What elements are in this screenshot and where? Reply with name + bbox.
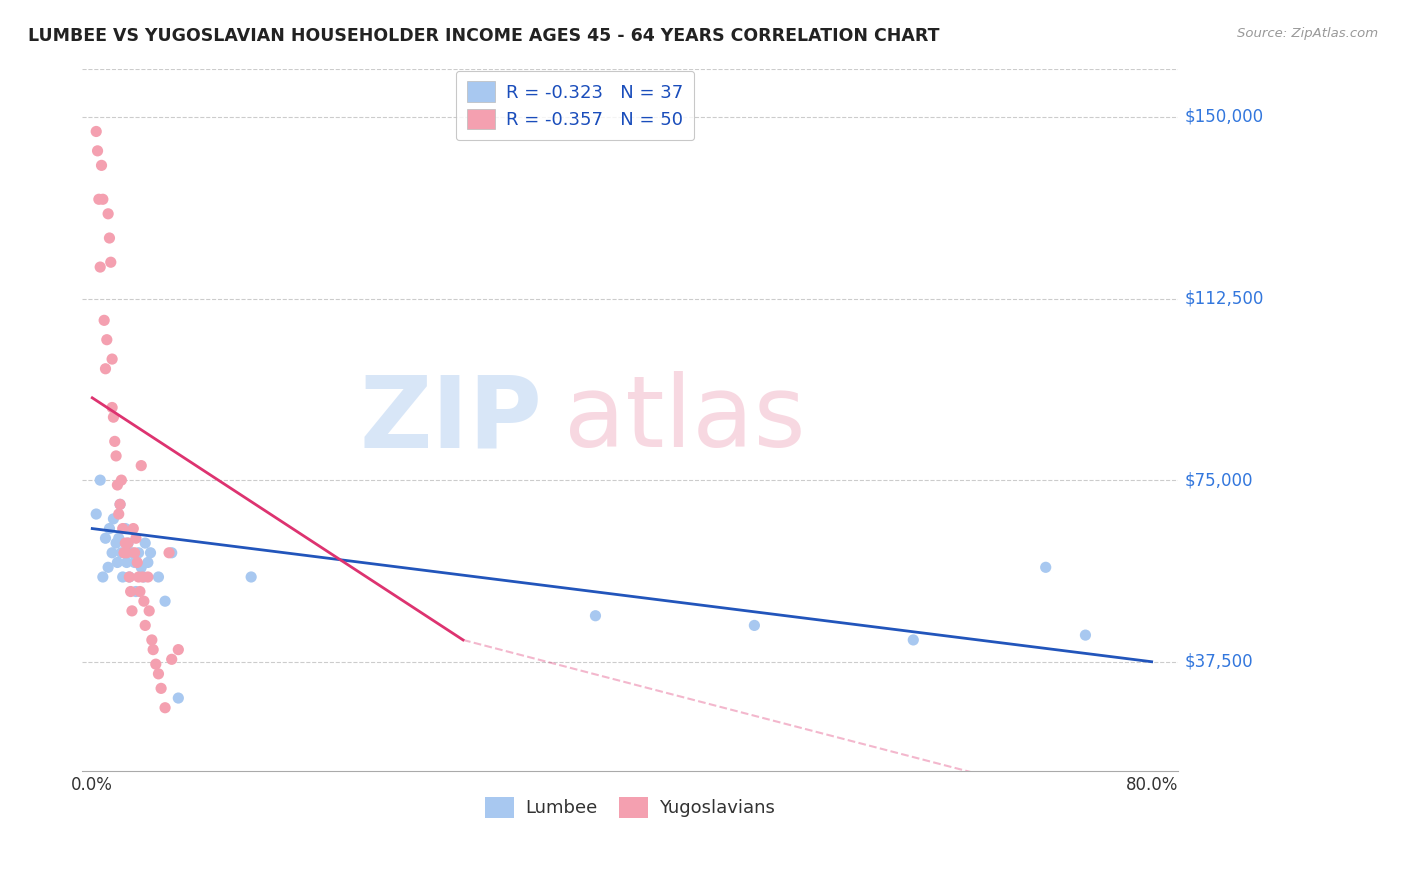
Text: $112,500: $112,500 xyxy=(1185,290,1264,308)
Point xyxy=(1035,560,1057,574)
Point xyxy=(131,570,153,584)
Point xyxy=(111,522,134,536)
Point xyxy=(101,352,124,367)
Point xyxy=(167,642,190,657)
Point xyxy=(1074,628,1097,642)
Point xyxy=(145,657,167,672)
Point xyxy=(111,570,134,584)
Point xyxy=(153,700,176,714)
Text: LUMBEE VS YUGOSLAVIAN HOUSEHOLDER INCOME AGES 45 - 64 YEARS CORRELATION CHART: LUMBEE VS YUGOSLAVIAN HOUSEHOLDER INCOME… xyxy=(28,27,939,45)
Point xyxy=(94,531,117,545)
Point xyxy=(115,546,138,560)
Point xyxy=(101,546,124,560)
Text: atlas: atlas xyxy=(564,371,806,468)
Point xyxy=(107,478,129,492)
Point xyxy=(150,681,173,696)
Point xyxy=(96,333,118,347)
Point xyxy=(97,560,120,574)
Text: $75,000: $75,000 xyxy=(1185,471,1254,489)
Point xyxy=(114,536,136,550)
Point xyxy=(107,556,129,570)
Point xyxy=(136,570,159,584)
Point xyxy=(132,594,155,608)
Point xyxy=(98,522,121,536)
Text: $150,000: $150,000 xyxy=(1185,108,1264,126)
Point xyxy=(153,594,176,608)
Point xyxy=(124,556,146,570)
Point xyxy=(104,434,127,449)
Point xyxy=(105,536,128,550)
Point xyxy=(129,458,152,473)
Point xyxy=(134,536,156,550)
Point xyxy=(97,207,120,221)
Point xyxy=(90,158,112,172)
Point xyxy=(121,604,143,618)
Point xyxy=(127,556,149,570)
Point xyxy=(91,192,114,206)
Point xyxy=(160,546,183,560)
Point xyxy=(125,584,148,599)
Point xyxy=(157,546,180,560)
Point xyxy=(84,124,107,138)
Point xyxy=(89,473,111,487)
Point xyxy=(148,666,170,681)
Point xyxy=(124,546,146,560)
Point xyxy=(160,652,183,666)
Point xyxy=(110,473,132,487)
Point xyxy=(118,570,141,584)
Point xyxy=(142,642,165,657)
Point xyxy=(903,632,925,647)
Point xyxy=(89,260,111,274)
Point xyxy=(122,522,145,536)
Point xyxy=(87,192,110,206)
Point xyxy=(91,570,114,584)
Text: ZIP: ZIP xyxy=(360,371,543,468)
Point xyxy=(139,546,162,560)
Point xyxy=(110,546,132,560)
Point xyxy=(107,507,129,521)
Point xyxy=(100,255,122,269)
Point xyxy=(136,556,159,570)
Text: Source: ZipAtlas.com: Source: ZipAtlas.com xyxy=(1237,27,1378,40)
Point xyxy=(167,691,190,706)
Text: $37,500: $37,500 xyxy=(1185,653,1254,671)
Point xyxy=(585,608,607,623)
Point xyxy=(107,531,129,545)
Point xyxy=(86,144,108,158)
Point xyxy=(103,512,125,526)
Point xyxy=(117,536,139,550)
Point xyxy=(84,507,107,521)
Point xyxy=(129,560,152,574)
Point xyxy=(114,522,136,536)
Point xyxy=(128,546,150,560)
Point xyxy=(138,604,160,618)
Point xyxy=(108,497,131,511)
Point xyxy=(240,570,263,584)
Point xyxy=(98,231,121,245)
Point xyxy=(125,531,148,545)
Point xyxy=(94,361,117,376)
Point xyxy=(141,632,163,647)
Point xyxy=(101,401,124,415)
Point xyxy=(117,536,139,550)
Point xyxy=(93,313,115,327)
Point xyxy=(132,570,155,584)
Point xyxy=(105,449,128,463)
Point xyxy=(115,556,138,570)
Point xyxy=(128,570,150,584)
Point xyxy=(744,618,766,632)
Point xyxy=(112,546,135,560)
Point xyxy=(129,584,152,599)
Point xyxy=(108,497,131,511)
Point xyxy=(120,584,142,599)
Point xyxy=(118,570,141,584)
Legend: Lumbee, Yugoslavians: Lumbee, Yugoslavians xyxy=(478,789,782,825)
Point xyxy=(121,546,143,560)
Point xyxy=(134,618,156,632)
Point xyxy=(148,570,170,584)
Point xyxy=(103,410,125,425)
